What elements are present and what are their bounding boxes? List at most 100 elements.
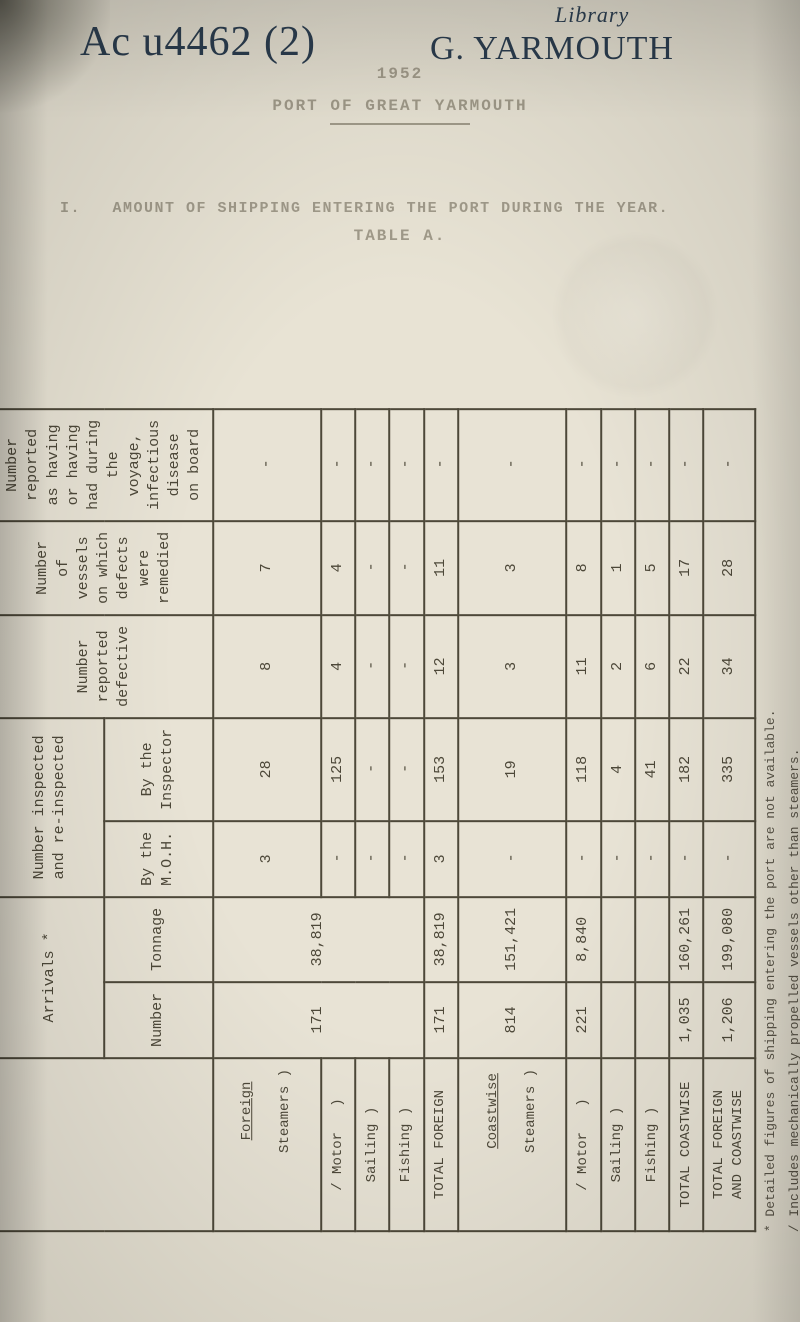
cell: - [355, 821, 389, 897]
rowhdr-total-foreign: TOTAL FOREIGN [424, 1058, 458, 1231]
shipping-table: Arrivals * Number inspectedand re-inspec… [0, 408, 756, 1232]
table-row: Coastwise Steamers ) 814 151,421 - 19 3 … [458, 409, 566, 1231]
section-title: AMOUNT OF SHIPPING ENTERING THE PORT DUR… [113, 200, 670, 217]
table-rotated-holder: Arrivals * Number inspectedand re-inspec… [0, 408, 800, 1232]
cell: 7 [213, 521, 321, 615]
cell: 12 [424, 615, 458, 718]
cell: - [321, 409, 355, 521]
header-port-line: PORT OF GREAT YARMOUTH [0, 97, 800, 115]
cell: - [390, 521, 424, 615]
cell: - [355, 521, 389, 615]
header-rule [330, 123, 470, 125]
cell: 28 [213, 718, 321, 821]
cell [635, 897, 669, 982]
cell: - [704, 821, 756, 897]
cell: 38,819 [213, 897, 424, 982]
rowhdr-coastwise: Coastwise [485, 1073, 501, 1149]
col-by-moh: By theM.O.H. [104, 821, 212, 897]
col-reported-defective: Numberreporteddefective [0, 615, 213, 718]
cell: 199,080 [704, 897, 756, 982]
cell: 34 [704, 615, 756, 718]
cell: 8 [213, 615, 321, 718]
cell: 6 [635, 615, 669, 718]
table-row: Sailing ) - - - - - [355, 409, 389, 1231]
col-arrivals: Arrivals * [0, 897, 104, 1058]
table-row: / Motor ) 221 8,840 - 118 11 8 - [567, 409, 601, 1231]
rowhdr-fishing: Fishing ) [635, 1058, 669, 1231]
cell: 4 [601, 718, 635, 821]
cell: - [355, 409, 389, 521]
cell: - [355, 718, 389, 821]
rowhdr-steamers: Steamers ) [523, 1069, 539, 1153]
table-row: Foreign Steamers ) 171 38,819 3 28 8 7 - [213, 409, 321, 1231]
col-tonnage: Tonnage [104, 897, 212, 982]
col-remedied: Numberof vesselson whichdefectswereremed… [0, 521, 213, 615]
cell: 171 [213, 982, 424, 1058]
cell: - [458, 821, 566, 897]
cell: - [601, 821, 635, 897]
cell: - [567, 821, 601, 897]
cell: - [390, 409, 424, 521]
footnote-dagger: / Includes mechanically propelled vessel… [781, 408, 800, 1232]
cell: - [213, 409, 321, 521]
rowhdr-motor: / Motor ) [321, 1058, 355, 1231]
cell: - [390, 615, 424, 718]
col-disease: Numberreportedas havingor havinghad duri… [0, 409, 213, 521]
col-by-inspector: By theInspector [104, 718, 212, 821]
cell: - [635, 409, 669, 521]
cell: 1,035 [669, 982, 703, 1058]
footnote-star: * Detailed figures of shipping entering … [756, 408, 780, 1232]
cell: 2 [601, 615, 635, 718]
section-number: I. [60, 200, 81, 217]
cell: 4 [321, 521, 355, 615]
cell: 3 [424, 821, 458, 897]
cell: - [390, 718, 424, 821]
cell: - [355, 615, 389, 718]
cell: 4 [321, 615, 355, 718]
cell: 160,261 [669, 897, 703, 982]
cell: - [669, 409, 703, 521]
cell: 3 [458, 521, 566, 615]
table-row: Fishing ) - 41 6 5 - [635, 409, 669, 1231]
cell: - [635, 821, 669, 897]
cell: 11 [567, 615, 601, 718]
cell: 8,840 [567, 897, 601, 982]
col-number: Number [104, 982, 212, 1058]
cell: - [424, 409, 458, 521]
rowhdr-total-all: TOTAL FOREIGNAND COASTWISE [704, 1058, 756, 1231]
rowhdr-sailing: Sailing ) [355, 1058, 389, 1231]
table-row-grand-total: TOTAL FOREIGNAND COASTWISE 1,206 199,080… [704, 409, 756, 1231]
cell: 118 [567, 718, 601, 821]
section-line: I. AMOUNT OF SHIPPING ENTERING THE PORT … [60, 200, 740, 217]
rowhdr-total-coastwise: TOTAL COASTWISE [669, 1058, 703, 1231]
cell: 5 [635, 521, 669, 615]
rowhdr-foreign: Foreign [240, 1082, 256, 1141]
cell: 38,819 [424, 897, 458, 982]
cell: 22 [669, 615, 703, 718]
cell: 151,421 [458, 897, 566, 982]
cell [601, 982, 635, 1058]
table-row: Fishing ) - - - - - [390, 409, 424, 1231]
cell: 1,206 [704, 982, 756, 1058]
header-block: 1952 PORT OF GREAT YARMOUTH [0, 15, 800, 125]
embossed-stamp [550, 230, 720, 400]
cell: - [458, 409, 566, 521]
table-row: Sailing ) - 4 2 1 - [601, 409, 635, 1231]
cell: 17 [669, 521, 703, 615]
cell [635, 982, 669, 1058]
rowhdr-steamers: Steamers ) [277, 1069, 293, 1153]
cell: - [601, 409, 635, 521]
rowhdr-fishing: Fishing ) [390, 1058, 424, 1231]
cell: 8 [567, 521, 601, 615]
cell [601, 897, 635, 982]
cell: 171 [424, 982, 458, 1058]
cell: - [567, 409, 601, 521]
cell: 221 [567, 982, 601, 1058]
cell: 335 [704, 718, 756, 821]
table-label: Table A. [60, 227, 740, 245]
table-row-total: TOTAL FOREIGN 171 38,819 3 153 12 11 - [424, 409, 458, 1231]
cell: - [704, 409, 756, 521]
cell: 28 [704, 521, 756, 615]
cell: 19 [458, 718, 566, 821]
cell: 814 [458, 982, 566, 1058]
